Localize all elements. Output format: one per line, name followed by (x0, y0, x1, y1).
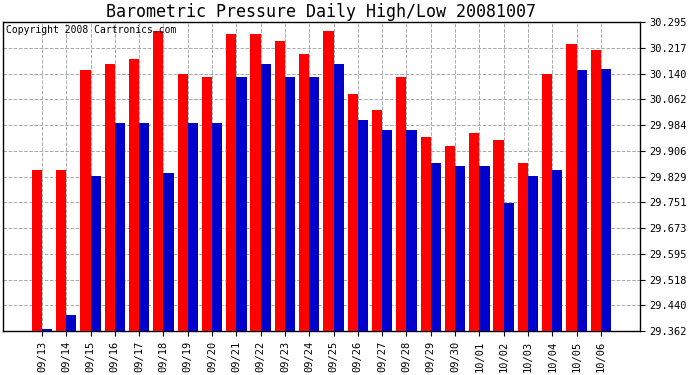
Bar (32, 170, 42, 331)
Bar (406, 130, 417, 331)
Bar (445, 147, 455, 331)
Bar (577, 70, 586, 331)
Bar (455, 166, 465, 331)
Bar (382, 130, 393, 331)
Bar (372, 110, 382, 331)
Bar (177, 74, 188, 331)
Bar (250, 34, 261, 331)
Bar (129, 59, 139, 331)
Bar (420, 136, 431, 331)
Bar (431, 163, 441, 331)
Bar (285, 77, 295, 331)
Bar (542, 74, 552, 331)
Bar (552, 170, 562, 331)
Bar (324, 31, 333, 331)
Bar (396, 77, 406, 331)
Bar (601, 69, 611, 331)
Bar (56, 170, 66, 331)
Bar (518, 163, 528, 331)
Bar (237, 77, 246, 331)
Bar (105, 64, 115, 331)
Bar (480, 166, 489, 331)
Bar (358, 120, 368, 331)
Bar (469, 133, 480, 331)
Bar (90, 176, 101, 331)
Bar (504, 203, 514, 331)
Bar (275, 40, 285, 331)
Bar (493, 140, 504, 331)
Bar (188, 123, 198, 331)
Text: Copyright 2008 Cartronics.com: Copyright 2008 Cartronics.com (6, 26, 177, 35)
Bar (591, 51, 601, 331)
Bar (348, 93, 358, 331)
Bar (80, 70, 90, 331)
Title: Barometric Pressure Daily High/Low 20081007: Barometric Pressure Daily High/Low 20081… (106, 3, 536, 21)
Bar (299, 54, 309, 331)
Bar (42, 328, 52, 331)
Bar (528, 176, 538, 331)
Bar (202, 77, 212, 331)
Bar (212, 123, 222, 331)
Bar (139, 123, 149, 331)
Bar (261, 64, 271, 331)
Bar (566, 44, 577, 331)
Bar (115, 123, 125, 331)
Bar (226, 34, 237, 331)
Bar (309, 77, 319, 331)
Bar (333, 64, 344, 331)
Bar (66, 315, 77, 331)
Bar (153, 31, 164, 331)
Bar (164, 173, 174, 331)
